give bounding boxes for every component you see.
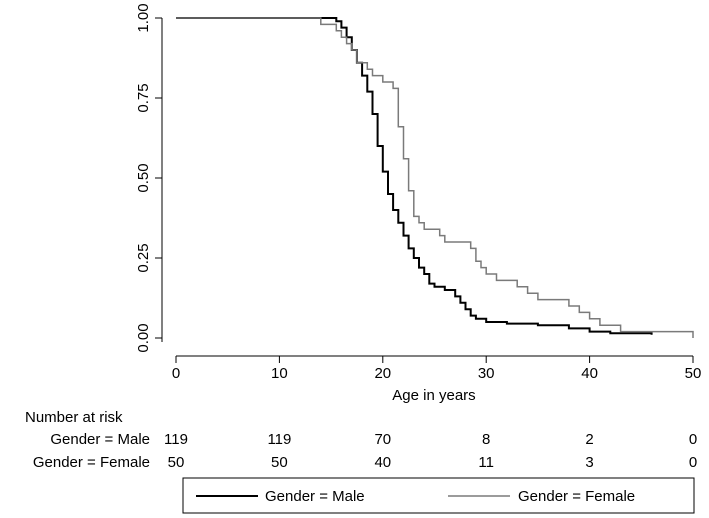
y-tick-label: 0.25 [135, 243, 152, 272]
x-ticks: 0 10 20 30 40 50 [172, 356, 702, 382]
y-ticks: 0.00 0.25 0.50 0.75 1.00 [135, 3, 162, 353]
x-tick-label: 50 [685, 365, 702, 382]
series-line-male [176, 17, 653, 335]
legend: Gender = Male Gender = Female [182, 477, 695, 514]
x-tick-label: 30 [478, 365, 495, 382]
risk-value: 11 [478, 454, 494, 471]
legend-box [182, 477, 695, 514]
risk-row-label: Gender = Male [50, 431, 150, 448]
x-tick-label: 20 [374, 365, 391, 382]
legend-label-male: Gender = Male [265, 488, 365, 505]
risk-value: 40 [374, 454, 391, 471]
y-tick-label: 1.00 [135, 3, 152, 32]
risk-value: 119 [267, 431, 291, 448]
risk-value: 8 [482, 431, 490, 448]
y-tick-label: 0.75 [135, 83, 152, 112]
risk-value: 0 [689, 431, 697, 448]
legend-label-female: Gender = Female [518, 488, 635, 505]
series-group [176, 17, 694, 338]
risk-table: Gender = Male 119 119 70 8 2 0 Gender = Female 5… [33, 431, 697, 471]
series-line-female [176, 17, 694, 338]
risk-value: 70 [374, 431, 391, 448]
risk-value: 3 [585, 454, 593, 471]
x-tick-label: 0 [172, 365, 180, 382]
x-axis-title: Age in years [392, 387, 475, 404]
x-tick-label: 40 [581, 365, 598, 382]
y-tick-label: 0.00 [135, 323, 152, 352]
risk-value: 50 [271, 454, 288, 471]
x-tick-label: 10 [271, 365, 288, 382]
risk-value: 50 [168, 454, 185, 471]
risk-value: 119 [164, 431, 188, 448]
y-tick-label: 0.50 [135, 163, 152, 192]
risk-value: 0 [689, 454, 697, 471]
risk-row-label: Gender = Female [33, 454, 150, 471]
risk-table-heading: Number at risk [25, 409, 123, 426]
risk-value: 2 [585, 431, 593, 448]
